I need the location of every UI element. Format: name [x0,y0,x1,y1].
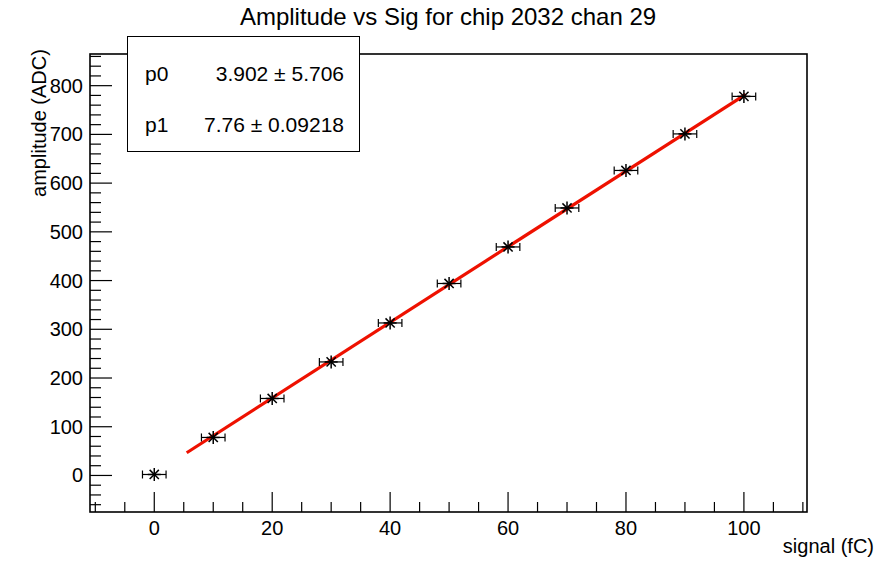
y-tick-label: 200 [50,367,83,389]
y-axis-title: amplitude (ADC) [28,49,51,197]
param-value-p0: 3.902 ± 5.706 [216,62,344,86]
y-tick-label: 0 [72,464,83,486]
stats-row-p1: p1 7.76 ± 0.09218 [128,100,359,152]
param-value-p1: 7.76 ± 0.09218 [204,113,344,137]
x-tick-label: 100 [727,517,760,539]
x-tick-label: 80 [615,517,637,539]
root-canvas: 0 20 40 60 80 100 0 100 200 300 400 500 600 700 800 Am… [0,0,896,572]
y-tick-label: 300 [50,318,83,340]
param-name-p0: p0 [145,62,168,86]
param-name-p1: p1 [145,113,168,137]
chart-title: Amplitude vs Sig for chip 2032 chan 29 [0,3,896,31]
x-tick-label: 60 [497,517,519,539]
y-tick-label: 700 [50,123,83,145]
x-tick-label: 40 [379,517,401,539]
x-axis-title: signal (fC) [783,535,874,558]
fit-stats-box: p0 3.902 ± 5.706 p1 7.76 ± 0.09218 [127,36,360,152]
x-tick-label: 20 [261,517,283,539]
y-tick-label: 400 [50,270,83,292]
y-tick-label: 100 [50,416,83,438]
y-tick-label: 800 [50,75,83,97]
y-tick-label: 500 [50,221,83,243]
y-tick-label: 600 [50,172,83,194]
x-tick-label: 0 [149,517,160,539]
stats-row-p0: p0 3.902 ± 5.706 [128,48,359,100]
